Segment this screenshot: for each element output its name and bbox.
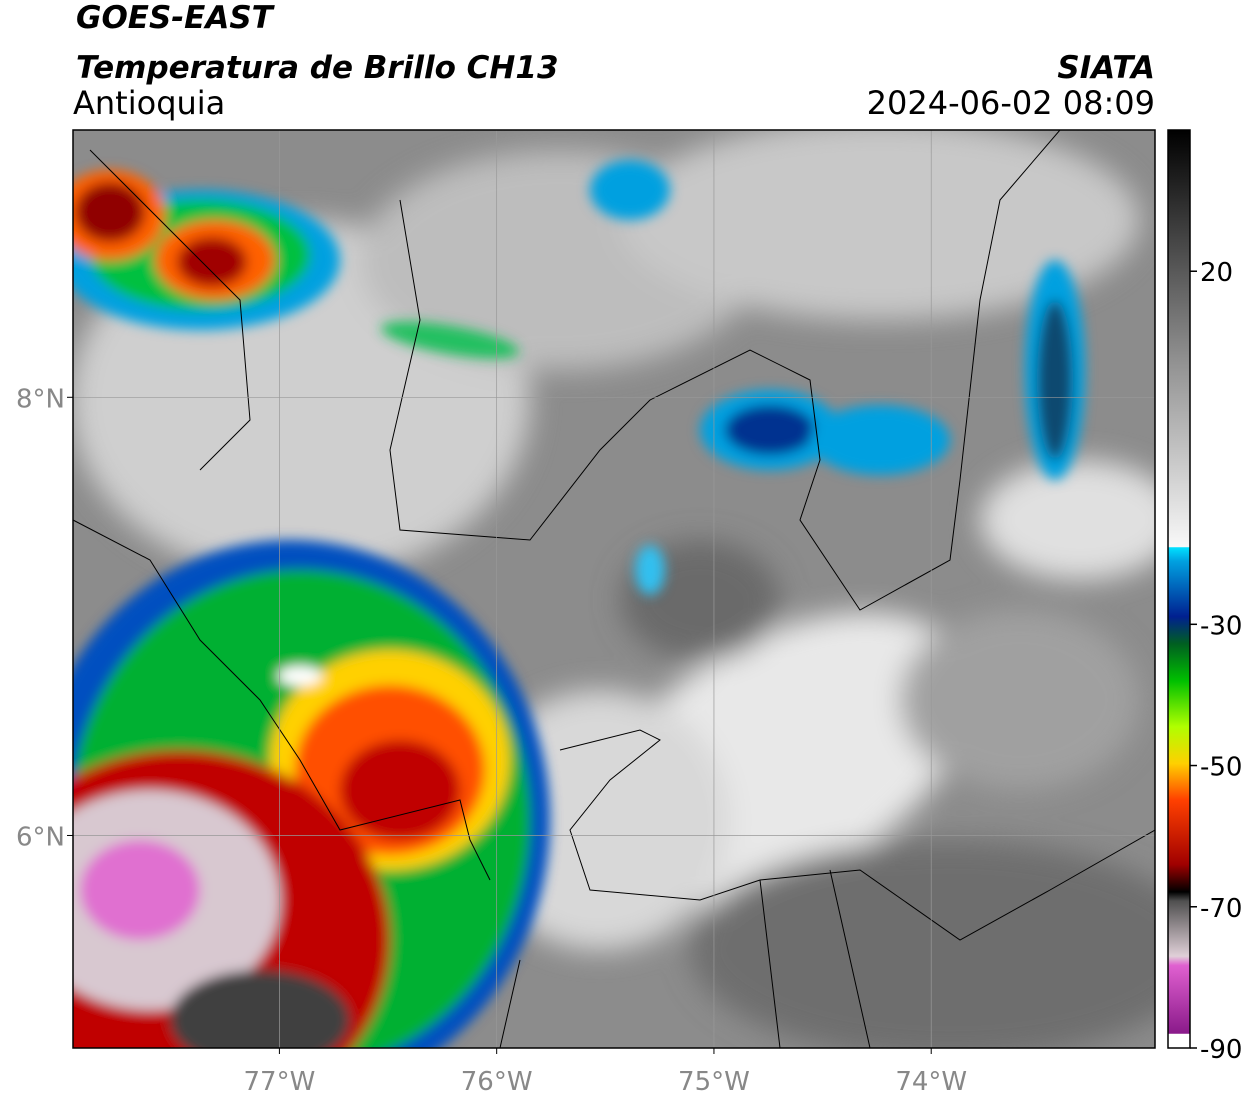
x-tick-label: 76°W bbox=[461, 1067, 533, 1097]
colorbar-tick-label: -30 bbox=[1200, 611, 1242, 641]
region: Antioquia bbox=[73, 84, 225, 122]
colorbar-tick-label: 20 bbox=[1200, 258, 1233, 288]
satellite-image bbox=[73, 130, 1155, 1048]
x-tick-label: 74°W bbox=[895, 1067, 967, 1097]
colorbar bbox=[1167, 129, 1191, 1049]
grid bbox=[73, 130, 1155, 1048]
y-tick-label: 6°N bbox=[16, 822, 65, 852]
satellite-title: GOES-EAST bbox=[76, 0, 276, 36]
y-tick-label: 8°N bbox=[16, 384, 65, 414]
datetime: 2024-06-02 08:09 bbox=[867, 84, 1155, 122]
x-tick-label: 77°W bbox=[244, 1067, 316, 1097]
x-tick-label: 75°W bbox=[678, 1067, 750, 1097]
source: SIATA bbox=[1057, 50, 1155, 86]
product-title: Temperatura de Brillo CH13 bbox=[76, 50, 559, 86]
colorbar-tick-label: -50 bbox=[1200, 753, 1242, 783]
colorbar-tick-label: -70 bbox=[1200, 894, 1242, 924]
colorbar-tick-label: -90 bbox=[1200, 1035, 1242, 1065]
map-frame bbox=[72, 129, 1156, 1049]
